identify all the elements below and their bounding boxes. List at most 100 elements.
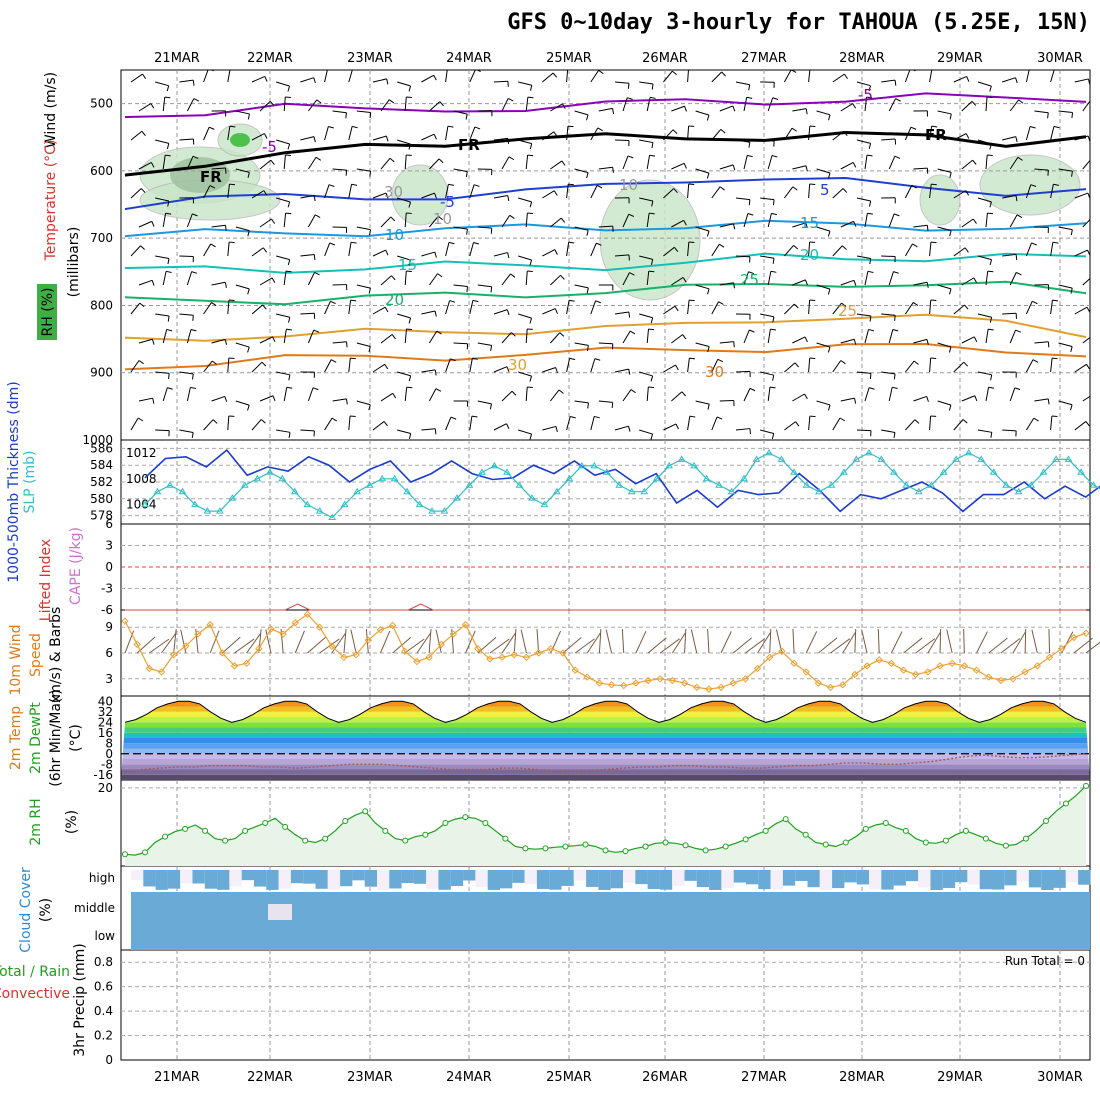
wind-barb (760, 197, 775, 201)
wind-barb (719, 105, 734, 112)
wind-barb-flag (612, 167, 614, 173)
wind-barb-flag (530, 85, 533, 91)
wind-barb (905, 419, 916, 431)
surface-wind-barb (1085, 641, 1100, 654)
surface-wind-barb (745, 638, 766, 654)
rh-marker (922, 839, 929, 846)
wind-barb-flag (988, 386, 995, 389)
wind-barb-flag (476, 70, 481, 73)
wind-barb-flag (141, 130, 146, 136)
slp-marker (203, 507, 212, 514)
cloud-level-label: high (89, 871, 115, 885)
wind-barb-flag (805, 108, 808, 115)
wind-barb-flag (165, 154, 171, 157)
rh-marker (442, 820, 449, 826)
top-date-label: 21MAR (154, 51, 200, 66)
wind-barb (1082, 395, 1090, 402)
wind-barb-flag (827, 230, 831, 237)
wind-barb (1058, 168, 1073, 172)
temp-color-band (121, 722, 1090, 728)
surface-wind-barb (435, 629, 442, 654)
wind-barb-flag (260, 419, 266, 424)
wind-barb-flag (408, 317, 412, 324)
slp-marker (765, 448, 773, 456)
rh-marker (802, 831, 809, 838)
wind-barb (251, 304, 263, 315)
wind-barb-flag (854, 398, 857, 404)
wind-speed-marker (388, 621, 397, 630)
wind-barb-flag (689, 415, 696, 418)
wind-barb (614, 254, 629, 257)
wind-barb (711, 243, 720, 257)
surface-wind-barb (635, 630, 647, 654)
wind-barb (1050, 416, 1053, 431)
wind-barb (646, 213, 650, 228)
wind-barb-flag (554, 308, 558, 314)
wind-barb (961, 101, 973, 112)
wind-barb (663, 364, 676, 373)
wind-speed-marker (206, 620, 214, 629)
wind-barb (687, 242, 690, 257)
wind-barb (767, 97, 774, 112)
wind-barb (977, 81, 992, 87)
temp-color-band (121, 759, 1090, 765)
slp-marker (1064, 455, 1073, 462)
wind-barb (929, 70, 933, 83)
ylabel-minmax: (6hr Min/Max) (48, 689, 64, 786)
temp-tick: 16 (98, 726, 113, 740)
cloud-high-cell (819, 870, 833, 890)
wind-barb-flag (567, 125, 574, 128)
pressure-tick: 900 (90, 366, 113, 380)
cloud-high-cell (487, 870, 500, 890)
wind-barb (881, 138, 896, 141)
bottom-date-label: 28MAR (839, 1070, 885, 1085)
cloud-high-cell (352, 870, 365, 881)
wind-barb (453, 342, 468, 345)
wind-barb-flag (840, 360, 846, 365)
wind-barb (1050, 70, 1055, 83)
wind-barb (308, 99, 318, 112)
wind-barb (130, 360, 140, 373)
wind-speed-marker (510, 651, 518, 659)
wind-barb (646, 271, 650, 286)
wind-barb-flag (707, 346, 710, 353)
slp-marker (428, 507, 436, 514)
slp-marker (228, 494, 237, 501)
cloud-high-cell (832, 870, 845, 889)
wind-barb-flag (1087, 249, 1090, 256)
cloud-high-cell (512, 870, 525, 883)
wind-barb (913, 167, 928, 170)
wind-barb-flag (466, 229, 468, 235)
wind-barb-flag (629, 330, 636, 335)
wind-barb-flag (391, 334, 396, 340)
wind-barb (445, 184, 449, 199)
wind-barb-flag (594, 415, 600, 419)
wind-barb (719, 223, 734, 228)
wind-barb-flag (949, 230, 952, 237)
wind-barb (937, 226, 952, 232)
wind-barb-flag (931, 125, 938, 128)
wind-barb (816, 226, 831, 232)
rh-marker (602, 847, 609, 854)
wind-barb (203, 243, 212, 257)
cloud-high-cell (672, 870, 685, 886)
bottom-date-label: 29MAR (937, 1070, 983, 1085)
wind-barb (808, 300, 811, 315)
wind-barb-flag (586, 287, 589, 294)
wind-barb (671, 449, 681, 459)
wind-barb (283, 213, 287, 228)
wind-barb (961, 218, 974, 228)
slp-marker (1089, 481, 1098, 488)
wind-barb (186, 98, 195, 112)
wind-barb-flag (385, 192, 389, 199)
wind-barb (1009, 157, 1019, 170)
wind-barb (283, 97, 286, 112)
wind-barb-flag (809, 415, 816, 418)
contour-label: FR (200, 168, 222, 186)
wind-barb (155, 139, 169, 144)
wind-barb-flag (313, 136, 316, 143)
wind-barb (646, 155, 651, 170)
slp-marker (565, 474, 574, 482)
wind-barb (372, 78, 387, 83)
wind-barb-flag (554, 249, 558, 255)
